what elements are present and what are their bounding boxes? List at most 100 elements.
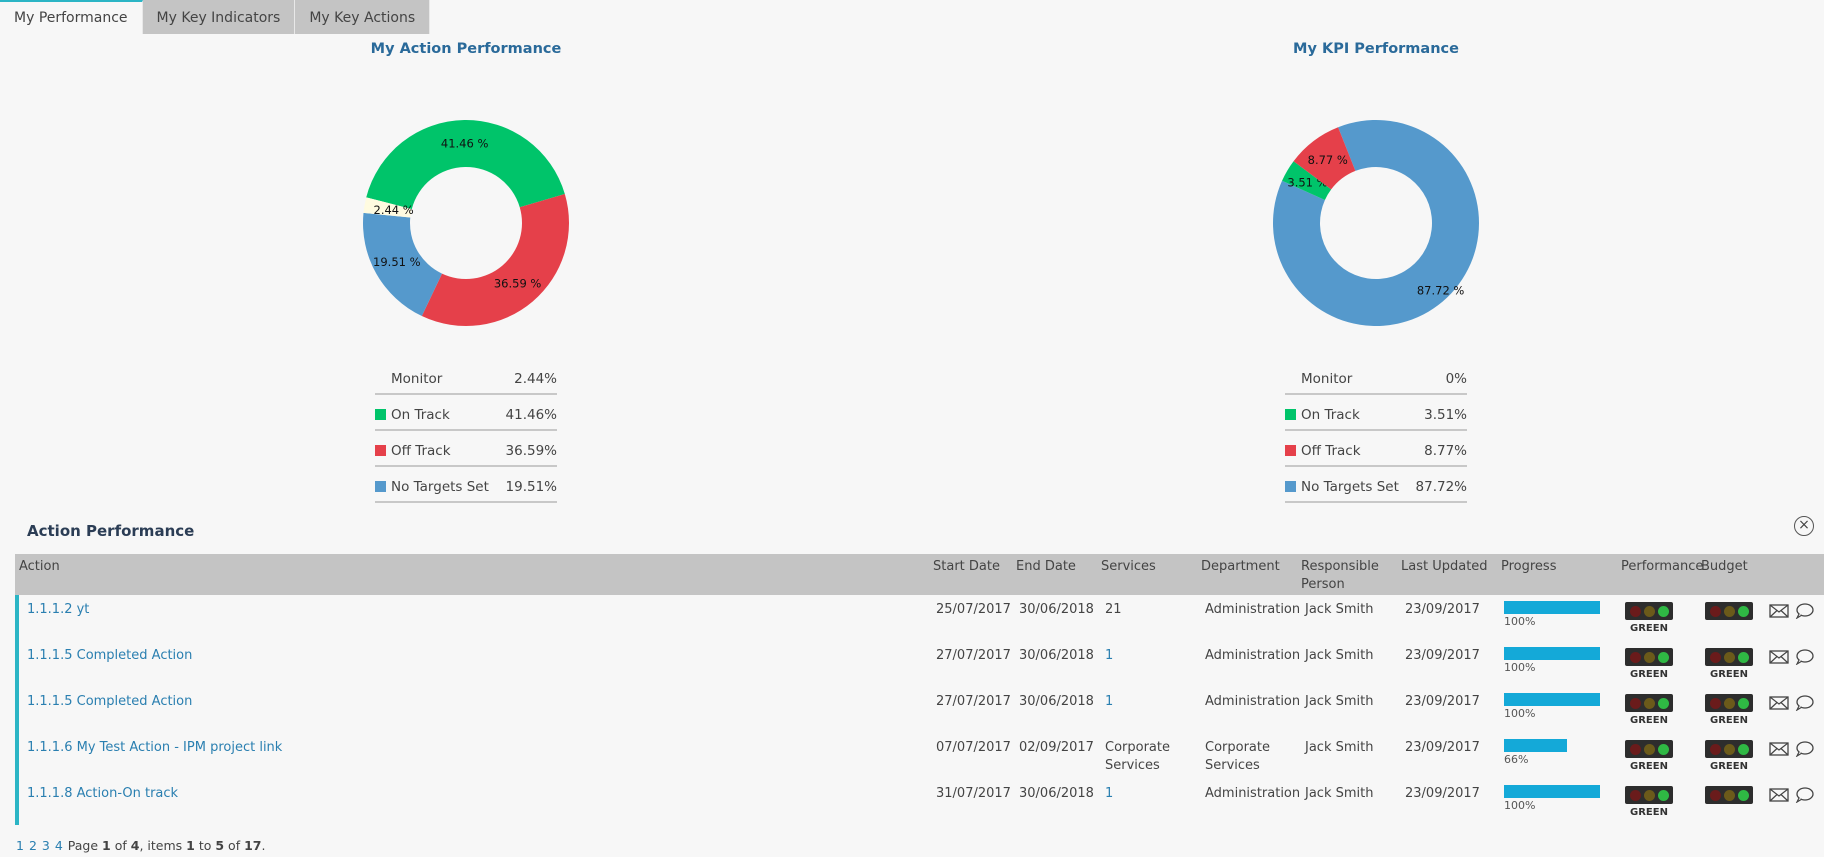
page-link-4[interactable]: 4 xyxy=(54,838,63,853)
mail-icon[interactable] xyxy=(1769,603,1789,619)
end-date: 30/06/2018 xyxy=(1019,694,1094,709)
table-row[interactable]: 1.1.1.6 My Test Action - IPM project lin… xyxy=(15,733,1824,779)
action-link[interactable]: 1.1.1.2 yt xyxy=(27,602,90,617)
budget-light-dot xyxy=(1723,789,1735,801)
pager-of: of xyxy=(114,838,127,853)
comment-icon[interactable] xyxy=(1795,741,1815,757)
legend-label: On Track xyxy=(1301,407,1360,423)
department-cell: Administration xyxy=(1205,786,1301,801)
pager-current: 1 xyxy=(102,838,111,853)
no-targets-swatch xyxy=(1285,481,1296,492)
budget-light-dot xyxy=(1723,651,1735,663)
responsible-person: Jack Smith xyxy=(1305,602,1374,617)
off-track-slice[interactable] xyxy=(1293,127,1356,190)
end-date: 30/06/2018 xyxy=(1019,648,1094,663)
department-cell: Administration xyxy=(1205,648,1301,663)
header-responsible-person[interactable]: Responsible Person xyxy=(1301,558,1379,594)
budget-traffic-light-icon xyxy=(1705,786,1753,804)
table-row[interactable]: 1.1.1.8 Action-On track 31/07/2017 30/06/2… xyxy=(15,779,1824,825)
action-link[interactable]: 1.1.1.8 Action-On track xyxy=(27,786,179,801)
kpi-performance-panel: My KPI Performance xyxy=(1176,36,1576,57)
services-cell[interactable]: 1 xyxy=(1105,648,1114,663)
department-cell: Administration xyxy=(1205,602,1301,617)
action-performance-heading: Action Performance xyxy=(27,522,195,540)
header-responsible-line-1: Responsible xyxy=(1301,559,1379,574)
performance-light-dot xyxy=(1643,743,1655,755)
progress-indicator: 100% xyxy=(1504,693,1600,720)
services-cell: 21 xyxy=(1105,602,1122,617)
table-body: 1.1.1.2 yt 25/07/2017 30/06/2018 21 Administ… xyxy=(15,595,1824,825)
performance-traffic-light-icon xyxy=(1625,694,1673,712)
no-targets-slice[interactable] xyxy=(363,212,442,317)
off-track-swatch xyxy=(1285,445,1296,456)
progress-text: 100% xyxy=(1504,615,1536,628)
comment-icon[interactable] xyxy=(1795,695,1815,711)
table-row[interactable]: 1.1.1.5 Completed Action 27/07/2017 30/06/… xyxy=(15,641,1824,687)
legend-value: 87.72% xyxy=(1415,479,1467,495)
services-cell[interactable]: 1 xyxy=(1105,694,1114,709)
header-progress[interactable]: Progress xyxy=(1501,559,1557,574)
no-targets-slice[interactable] xyxy=(1273,120,1479,326)
legend-value: 2.44% xyxy=(514,371,557,387)
performance-light-dot xyxy=(1657,605,1669,617)
on-track-slice[interactable] xyxy=(366,119,565,210)
header-performance[interactable]: Performance xyxy=(1621,559,1704,574)
action-link[interactable]: 1.1.1.6 My Test Action - IPM project lin… xyxy=(27,740,283,755)
page-link-1[interactable]: 1 xyxy=(16,838,24,853)
legend-label: Off Track xyxy=(391,443,451,459)
tab-my-performance[interactable]: My Performance xyxy=(0,0,143,34)
tab-my-key-actions[interactable]: My Key Actions xyxy=(295,0,431,34)
budget-status-label: GREEN xyxy=(1710,715,1748,726)
pager-items-word: , items xyxy=(139,838,183,853)
header-action[interactable]: Action xyxy=(19,559,60,574)
action-link[interactable]: 1.1.1.5 Completed Action xyxy=(27,694,193,709)
budget-light-dot xyxy=(1709,743,1721,755)
off-track-slice[interactable] xyxy=(421,194,569,326)
kpi-legend: Monitor 0% On Track 3.51% Off Track 8.77… xyxy=(1285,359,1467,503)
header-start-date[interactable]: Start Date xyxy=(933,559,1000,574)
on-track-slice[interactable] xyxy=(1282,161,1332,201)
legend-row-off-track: Off Track 36.59% xyxy=(375,431,557,467)
header-end-date[interactable]: End Date xyxy=(1016,559,1076,574)
budget-light-dot xyxy=(1737,789,1749,801)
pager-word-page: Page xyxy=(67,838,99,853)
tab-my-key-indicators[interactable]: My Key Indicators xyxy=(142,0,296,34)
off-track-swatch xyxy=(375,445,386,456)
comment-icon[interactable] xyxy=(1795,649,1815,665)
header-department[interactable]: Department xyxy=(1201,559,1280,574)
monitor-slice[interactable] xyxy=(363,197,412,218)
tab-bar: My Performance My Key Indicators My Key … xyxy=(0,0,431,35)
mail-icon[interactable] xyxy=(1769,695,1789,711)
table-row[interactable]: 1.1.1.2 yt 25/07/2017 30/06/2018 21 Administ… xyxy=(15,595,1824,641)
progress-text: 100% xyxy=(1504,799,1536,812)
page-link-2[interactable]: 2 xyxy=(28,838,37,853)
action-performance-panel: My Action Performance xyxy=(266,36,666,57)
header-last-updated[interactable]: Last Updated xyxy=(1401,559,1488,574)
budget-light-dot xyxy=(1709,605,1721,617)
pager-from: 1 xyxy=(186,838,195,853)
budget-light-dot xyxy=(1723,697,1735,709)
comment-icon[interactable] xyxy=(1795,787,1815,803)
mail-icon[interactable] xyxy=(1769,741,1789,757)
progress-bar xyxy=(1504,601,1600,614)
budget-status-label: GREEN xyxy=(1710,669,1748,680)
last-updated: 23/09/2017 xyxy=(1405,740,1480,755)
header-services[interactable]: Services xyxy=(1101,559,1156,574)
progress-indicator: 100% xyxy=(1504,601,1600,628)
pager-end: . xyxy=(261,838,266,853)
services-cell[interactable]: 1 xyxy=(1105,786,1114,801)
performance-light-dot xyxy=(1643,651,1655,663)
budget-light-dot xyxy=(1737,605,1749,617)
off-track-slice-label: 8.77 % xyxy=(1308,153,1348,167)
table-row[interactable]: 1.1.1.5 Completed Action 27/07/2017 30/06/… xyxy=(15,687,1824,733)
department-cell: Corporate Services xyxy=(1205,740,1270,773)
performance-light-dot xyxy=(1643,789,1655,801)
comment-icon[interactable] xyxy=(1795,603,1815,619)
header-budget[interactable]: Budget xyxy=(1701,559,1748,574)
page-link-3[interactable]: 3 xyxy=(41,838,50,853)
mail-icon[interactable] xyxy=(1769,649,1789,665)
mail-icon[interactable] xyxy=(1769,787,1789,803)
header-responsible-line-2: Person xyxy=(1301,577,1345,592)
close-icon[interactable]: × xyxy=(1794,516,1814,536)
action-link[interactable]: 1.1.1.5 Completed Action xyxy=(27,648,193,663)
